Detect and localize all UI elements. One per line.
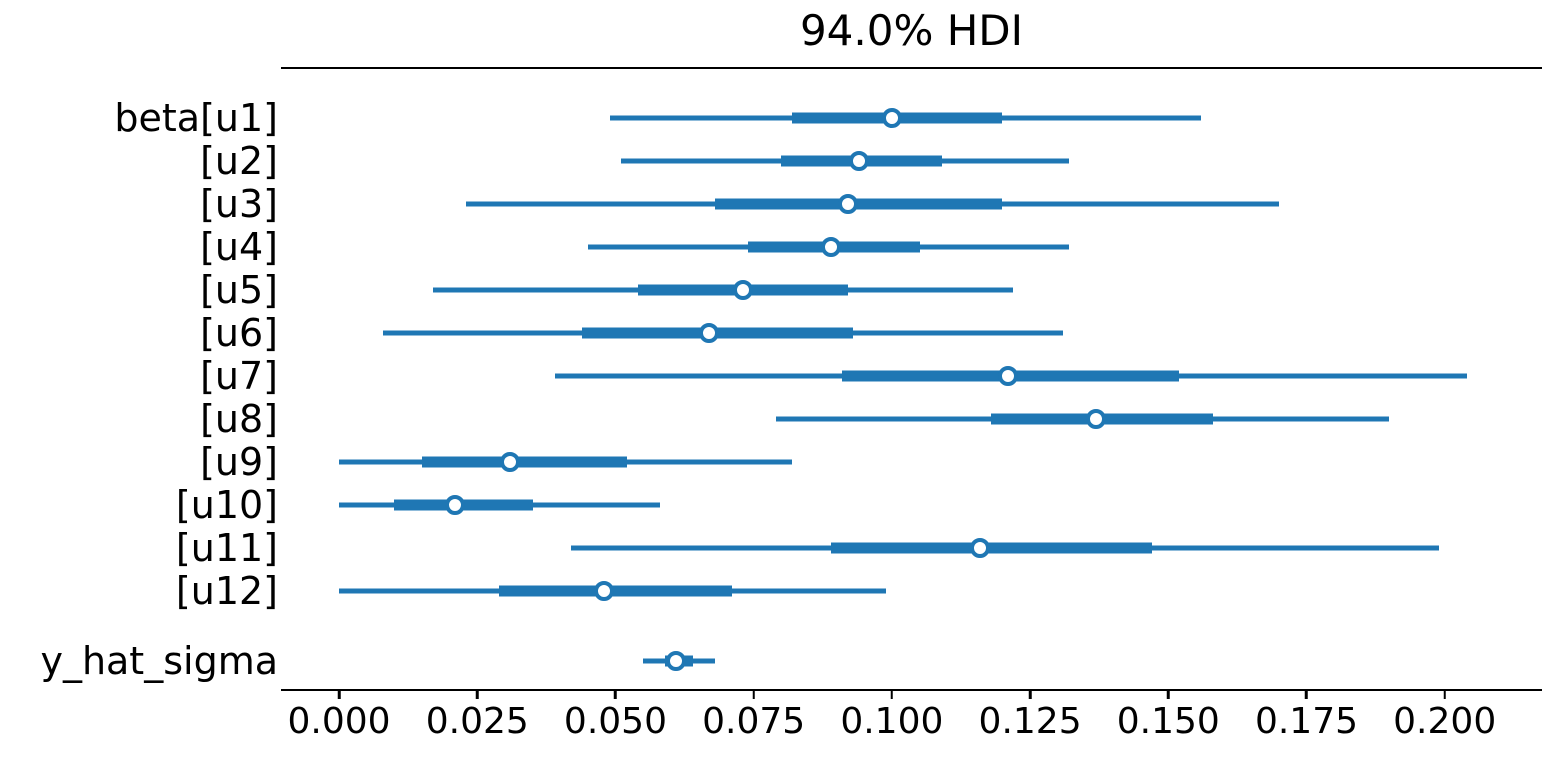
- y-tick-label: y_hat_sigma: [40, 639, 278, 683]
- y-tick-label: [u5]: [200, 268, 278, 312]
- y-tick-label: beta[u1]: [114, 96, 278, 140]
- top-axis-line: [281, 67, 1542, 69]
- y-tick-label: [u10]: [175, 483, 278, 527]
- x-tick-label: 0.100: [840, 701, 944, 742]
- x-tick-mark: [1167, 690, 1170, 699]
- y-tick-label: [u7]: [200, 354, 278, 398]
- x-tick-mark: [614, 690, 617, 699]
- x-tick-mark: [1305, 690, 1308, 699]
- x-tick-mark: [1028, 690, 1032, 699]
- y-tick-label: [u4]: [200, 225, 278, 269]
- median-point-marker: [594, 581, 615, 601]
- median-point-marker: [848, 151, 869, 171]
- x-tick-label: 0.050: [563, 701, 667, 742]
- x-tick-mark: [337, 690, 341, 699]
- median-point-marker: [500, 452, 521, 472]
- median-point-marker: [666, 651, 687, 671]
- x-tick-label: 0.000: [287, 701, 391, 742]
- interquartile-line: [714, 198, 1003, 210]
- y-tick-label: [u3]: [200, 182, 278, 226]
- x-tick-label: 0.175: [1254, 701, 1359, 742]
- x-tick-label: 0.125: [978, 701, 1082, 742]
- median-point-marker: [821, 237, 842, 257]
- interquartile-line: [499, 585, 732, 597]
- y-tick-label: [u6]: [200, 311, 278, 355]
- y-tick-label: [u2]: [200, 139, 278, 183]
- x-tick-label: 0.075: [702, 701, 806, 742]
- median-point-marker: [997, 366, 1018, 386]
- x-tick-mark: [752, 690, 755, 699]
- median-point-marker: [837, 194, 858, 214]
- y-tick-label: [u11]: [175, 526, 278, 570]
- y-tick-label: [u12]: [175, 569, 278, 613]
- x-tick-label: 0.025: [425, 701, 529, 742]
- x-tick-mark: [1443, 690, 1446, 699]
- median-point-marker: [1086, 409, 1107, 429]
- chart-title: 94.0% HDI: [799, 6, 1024, 55]
- x-tick-label: 0.150: [1116, 701, 1220, 742]
- median-point-marker: [732, 280, 753, 300]
- x-tick-label: 0.200: [1393, 701, 1497, 742]
- median-point-marker: [699, 323, 720, 343]
- median-point-marker: [970, 538, 991, 558]
- y-tick-label: [u9]: [200, 440, 278, 484]
- x-tick-mark: [476, 690, 479, 699]
- median-point-marker: [445, 495, 466, 515]
- x-axis-line: [281, 689, 1542, 691]
- interquartile-line: [831, 542, 1152, 554]
- x-tick-mark: [890, 690, 894, 699]
- y-tick-label: [u8]: [200, 397, 278, 441]
- median-point-marker: [881, 108, 902, 128]
- interquartile-line: [421, 456, 627, 468]
